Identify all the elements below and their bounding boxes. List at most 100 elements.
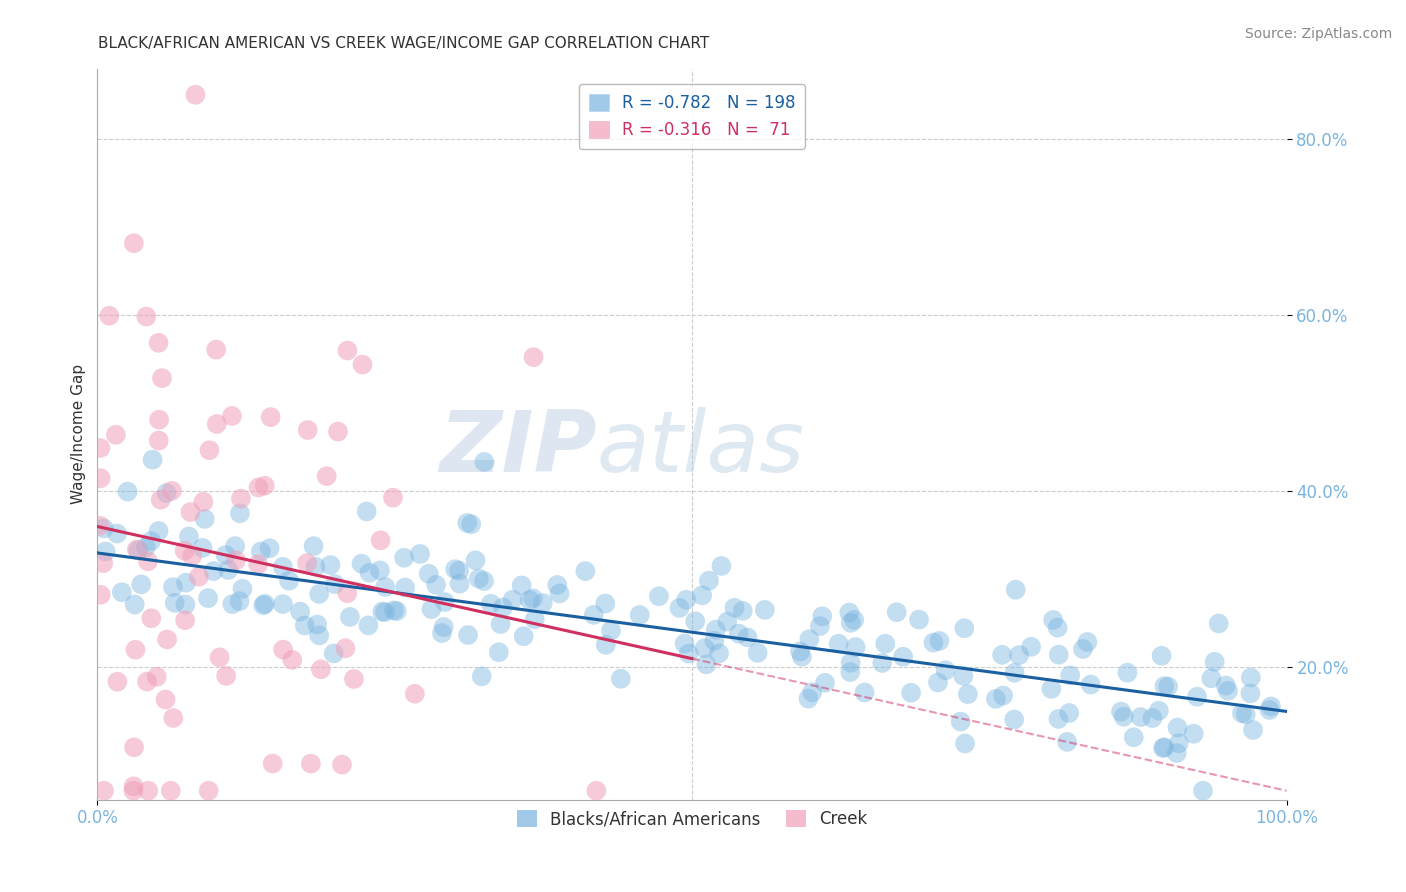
Point — [122, 780, 145, 794]
Point — [1142, 711, 1164, 725]
Point — [262, 756, 284, 771]
Point — [177, 529, 200, 543]
Point — [839, 615, 862, 630]
Point — [382, 491, 405, 505]
Point — [370, 533, 392, 548]
Point — [460, 517, 482, 532]
Point — [149, 492, 172, 507]
Point — [187, 569, 209, 583]
Point — [288, 605, 311, 619]
Point — [294, 618, 316, 632]
Point — [690, 588, 713, 602]
Point — [1042, 613, 1064, 627]
Point — [1241, 723, 1264, 737]
Point — [425, 578, 447, 592]
Point — [1019, 640, 1042, 654]
Point — [194, 512, 217, 526]
Point — [1056, 735, 1078, 749]
Point — [600, 624, 623, 638]
Point — [1040, 681, 1063, 696]
Point — [174, 598, 197, 612]
Point — [271, 597, 294, 611]
Point — [574, 564, 596, 578]
Point — [404, 687, 426, 701]
Point — [197, 783, 219, 797]
Point — [610, 672, 633, 686]
Point — [522, 350, 544, 364]
Point — [1204, 655, 1226, 669]
Point — [90, 588, 112, 602]
Point — [457, 628, 479, 642]
Point — [727, 626, 749, 640]
Point — [668, 601, 690, 615]
Point — [789, 644, 811, 658]
Point — [472, 455, 495, 469]
Point — [1059, 668, 1081, 682]
Point — [628, 607, 651, 622]
Point — [1057, 706, 1080, 720]
Point — [430, 626, 453, 640]
Point — [839, 656, 862, 670]
Point — [523, 612, 546, 626]
Point — [1166, 721, 1188, 735]
Point — [392, 550, 415, 565]
Point — [224, 539, 246, 553]
Point — [471, 669, 494, 683]
Point — [105, 674, 128, 689]
Text: atlas: atlas — [596, 407, 804, 490]
Point — [271, 642, 294, 657]
Point — [1153, 679, 1175, 693]
Point — [231, 582, 253, 596]
Point — [104, 427, 127, 442]
Point — [299, 756, 322, 771]
Point — [1240, 671, 1263, 685]
Point — [648, 589, 671, 603]
Point — [1258, 703, 1281, 717]
Point — [304, 559, 326, 574]
Text: ZIP: ZIP — [439, 407, 596, 490]
Point — [1260, 699, 1282, 714]
Point — [710, 558, 733, 573]
Point — [330, 757, 353, 772]
Point — [1071, 642, 1094, 657]
Point — [420, 602, 443, 616]
Point — [124, 642, 146, 657]
Point — [302, 539, 325, 553]
Point — [356, 504, 378, 518]
Point — [260, 410, 283, 425]
Point — [853, 685, 876, 699]
Point — [150, 371, 173, 385]
Point — [472, 574, 495, 588]
Point — [1008, 648, 1031, 662]
Point — [1046, 621, 1069, 635]
Point — [675, 592, 697, 607]
Point — [326, 425, 349, 439]
Point — [479, 597, 502, 611]
Point — [179, 505, 201, 519]
Point — [135, 310, 157, 324]
Point — [845, 640, 868, 654]
Point — [93, 521, 115, 535]
Point — [418, 566, 440, 581]
Point — [127, 543, 149, 558]
Point — [336, 586, 359, 600]
Point — [148, 335, 170, 350]
Point — [148, 524, 170, 538]
Point — [808, 619, 831, 633]
Point — [875, 637, 897, 651]
Point — [91, 556, 114, 570]
Point — [184, 87, 207, 102]
Point — [522, 591, 544, 606]
Point — [731, 604, 754, 618]
Point — [394, 581, 416, 595]
Point — [409, 547, 432, 561]
Point — [991, 648, 1014, 662]
Point — [281, 653, 304, 667]
Point — [247, 481, 270, 495]
Point — [1182, 727, 1205, 741]
Point — [1002, 713, 1025, 727]
Point — [703, 633, 725, 648]
Point — [148, 434, 170, 448]
Point — [278, 574, 301, 588]
Point — [136, 783, 159, 797]
